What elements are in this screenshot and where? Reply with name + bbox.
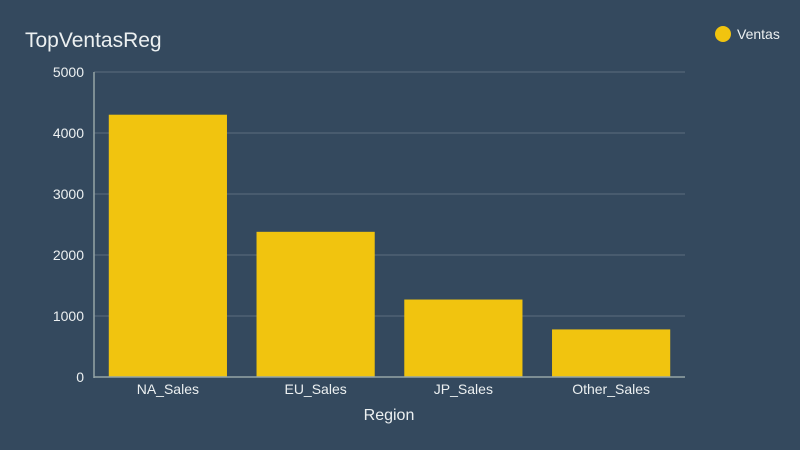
bar-na-sales[interactable]: [108, 114, 227, 377]
y-tick-label: 5000: [53, 64, 84, 80]
bar-eu-sales[interactable]: [256, 231, 375, 377]
chart-title: TopVentasReg: [25, 29, 162, 52]
y-tick-label: 3000: [53, 186, 84, 202]
bar-other-sales[interactable]: [552, 329, 671, 377]
y-axis-ticks: 0 1000 2000 3000 4000 5000: [53, 64, 84, 385]
y-tick-label: 1000: [53, 308, 84, 324]
x-axis-title: Region: [364, 407, 415, 424]
y-tick-label: 2000: [53, 247, 84, 263]
x-tick-label: NA_Sales: [137, 381, 199, 397]
x-tick-label: JP_Sales: [434, 381, 493, 397]
x-tick-label: EU_Sales: [284, 381, 346, 397]
x-axis-ticks: NA_Sales EU_Sales JP_Sales Other_Sales: [137, 381, 650, 397]
legend-swatch-ventas: [715, 26, 731, 42]
y-tick-label: 0: [76, 369, 84, 385]
legend[interactable]: Ventas: [715, 26, 780, 42]
x-tick-label: Other_Sales: [572, 381, 650, 397]
y-tick-label: 4000: [53, 125, 84, 141]
bars: [108, 114, 671, 377]
legend-label-ventas: Ventas: [737, 26, 780, 42]
bar-jp-sales[interactable]: [404, 299, 523, 377]
